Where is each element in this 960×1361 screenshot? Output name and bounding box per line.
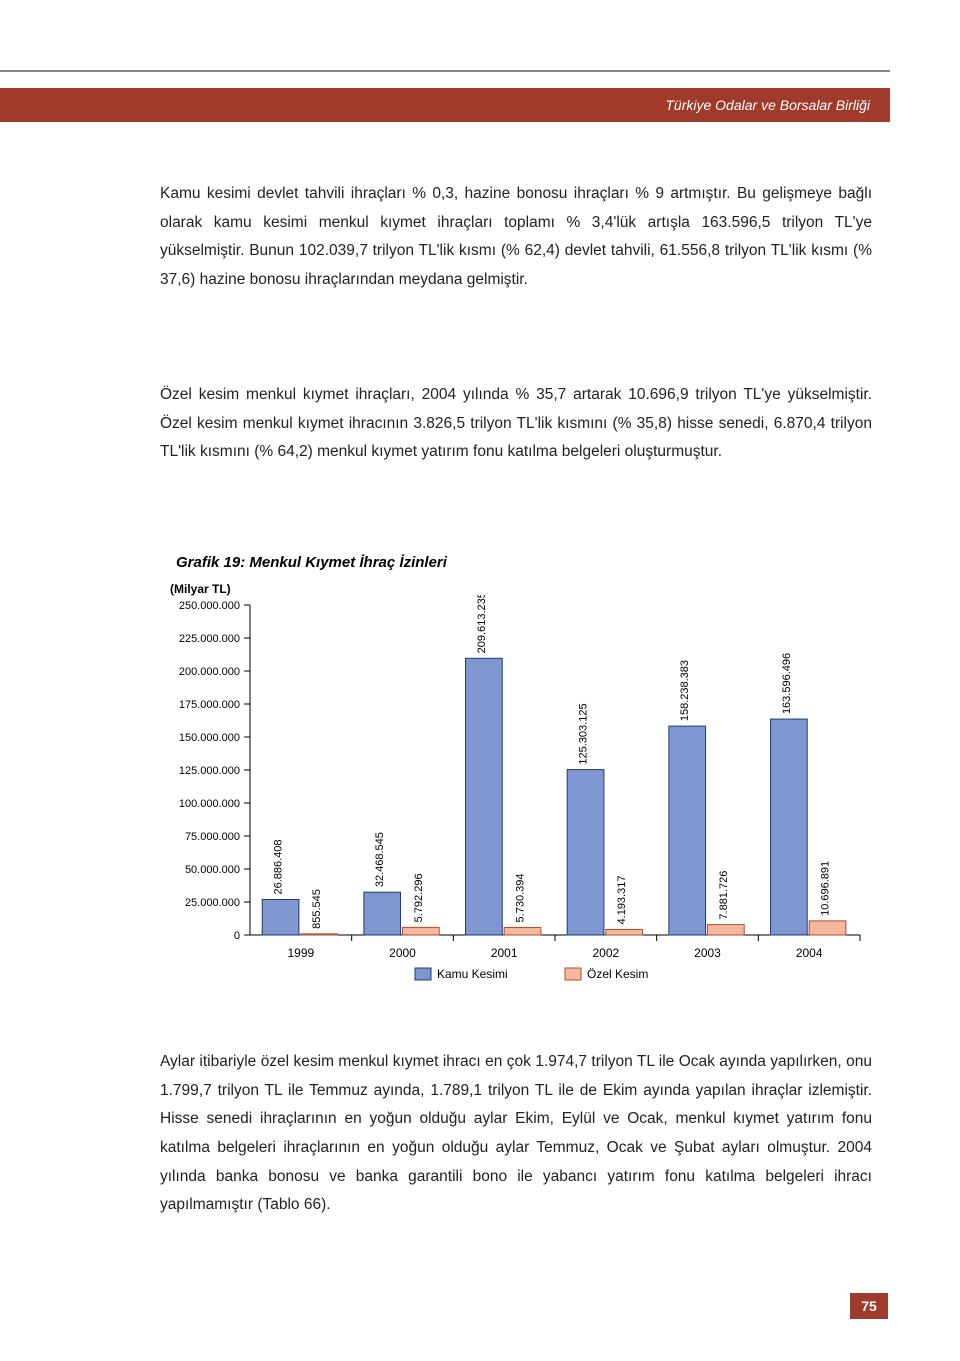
svg-text:855.545: 855.545 (311, 889, 323, 929)
svg-text:175.000.000: 175.000.000 (179, 699, 240, 711)
svg-text:4.193.317: 4.193.317 (616, 876, 628, 925)
paragraph-3: Aylar itibariyle özel kesim menkul kıyme… (160, 1048, 872, 1220)
svg-text:5.792.296: 5.792.296 (413, 873, 425, 922)
svg-text:50.000.000: 50.000.000 (185, 864, 240, 876)
svg-text:158.238.383: 158.238.383 (679, 660, 691, 721)
svg-text:163.596.496: 163.596.496 (781, 653, 793, 714)
svg-text:0: 0 (234, 930, 240, 942)
paragraph-1: Kamu kesimi devlet tahvili ihraçları % 0… (160, 180, 872, 295)
svg-text:75.000.000: 75.000.000 (185, 831, 240, 843)
svg-text:2001: 2001 (491, 946, 518, 960)
svg-text:5.730.394: 5.730.394 (514, 873, 526, 922)
svg-text:150.000.000: 150.000.000 (179, 732, 240, 744)
svg-text:2000: 2000 (389, 946, 416, 960)
chart-svg: 0 25.000.000 50.000.000 75.000.000 100.000.0… (150, 595, 870, 1025)
svg-text:250.000.000: 250.000.000 (179, 600, 240, 612)
svg-text:Kamu Kesimi: Kamu Kesimi (437, 967, 508, 981)
svg-text:200.000.000: 200.000.000 (179, 666, 240, 678)
svg-text:7.881.726: 7.881.726 (718, 871, 730, 920)
svg-text:Özel Kesim: Özel Kesim (587, 967, 648, 981)
svg-text:1999: 1999 (287, 946, 314, 960)
svg-text:26.886.408: 26.886.408 (273, 839, 285, 894)
svg-text:25.000.000: 25.000.000 (185, 897, 240, 909)
svg-text:10.696.891: 10.696.891 (819, 861, 831, 916)
svg-text:100.000.000: 100.000.000 (179, 798, 240, 810)
svg-text:225.000.000: 225.000.000 (179, 633, 240, 645)
chart-ylabel: (Milyar TL) (170, 582, 231, 596)
paragraph-2: Özel kesim menkul kıymet ihraçları, 2004… (160, 381, 872, 467)
svg-text:2002: 2002 (592, 946, 619, 960)
svg-text:125.000.000: 125.000.000 (179, 765, 240, 777)
svg-text:2004: 2004 (796, 946, 823, 960)
header-org: Türkiye Odalar ve Borsalar Birliği (0, 88, 890, 122)
svg-text:125.303.125: 125.303.125 (578, 703, 590, 764)
page-root: Türkiye Odalar ve Borsalar Birliği Kamu … (0, 0, 960, 1361)
svg-text:2003: 2003 (694, 946, 721, 960)
svg-text:209.613.235: 209.613.235 (476, 595, 488, 653)
svg-text:32.468.545: 32.468.545 (374, 832, 386, 887)
chart-title: Grafik 19: Menkul Kıymet İhraç İzinleri (176, 554, 447, 571)
page-number: 75 (850, 1293, 888, 1319)
header-divider (0, 70, 890, 72)
